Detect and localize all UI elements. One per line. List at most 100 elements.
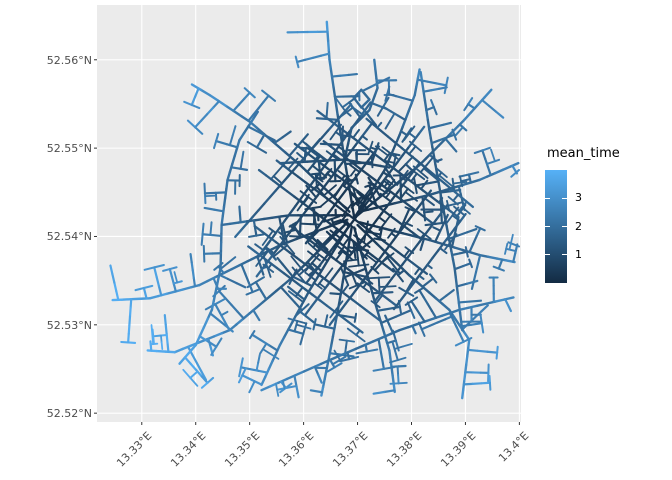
- street-segment: [267, 344, 279, 352]
- street-segment: [440, 171, 448, 178]
- street-segment: [165, 290, 176, 296]
- street-segment: [388, 349, 392, 360]
- street-segment: [381, 294, 391, 302]
- street-segment: [261, 237, 269, 246]
- street-segment: [377, 338, 382, 351]
- street-segment: [348, 218, 356, 228]
- street-segment: [199, 88, 211, 97]
- street-segment: [200, 113, 209, 122]
- street-segment: [462, 382, 474, 386]
- street-segment: [369, 219, 378, 230]
- street-segment: [494, 298, 506, 303]
- y-tick-label: 52.56°N: [46, 53, 92, 67]
- street-segment: [328, 58, 333, 71]
- street-segment: [303, 235, 313, 243]
- street-segment: [385, 184, 392, 192]
- street-segment: [302, 196, 310, 205]
- street-segment: [428, 291, 438, 300]
- street-segment: [275, 164, 285, 175]
- street-segment: [433, 158, 443, 164]
- street-segment: [419, 237, 426, 251]
- street-segment: [436, 176, 446, 185]
- street-segment: [358, 234, 367, 244]
- street-segment: [230, 263, 241, 271]
- street-segment: [349, 163, 361, 174]
- street-segment: [390, 245, 400, 254]
- street-segment: [374, 294, 384, 306]
- street-segment: [476, 302, 488, 307]
- street-segment: [342, 225, 351, 235]
- street-segment: [326, 122, 335, 132]
- street-segment: [230, 166, 241, 170]
- street-segment: [372, 367, 385, 372]
- street-segment: [324, 251, 335, 260]
- street-segment: [452, 193, 460, 202]
- street-segment: [297, 274, 307, 284]
- street-segment: [214, 191, 228, 194]
- street-segment: [394, 312, 405, 318]
- street-segment: [480, 322, 485, 334]
- street-segment: [459, 333, 465, 343]
- street-segment: [372, 145, 380, 156]
- street-segment: [441, 302, 451, 311]
- street-segment: [253, 224, 263, 233]
- street-segment: [385, 168, 394, 178]
- street-segment: [367, 276, 380, 280]
- street-segment: [510, 169, 521, 178]
- street-segment: [189, 362, 198, 372]
- street-segment: [206, 376, 215, 384]
- street-segment: [310, 227, 319, 237]
- street-segment: [407, 178, 418, 187]
- street-segment: [268, 289, 278, 298]
- street-segment: [224, 104, 235, 113]
- street-segment: [410, 195, 419, 202]
- legend-tick-label: 2: [575, 219, 582, 233]
- street-segment: [377, 276, 391, 279]
- street-segment: [451, 128, 458, 141]
- street-segment: [358, 203, 367, 214]
- street-segment: [351, 273, 358, 287]
- street-segment: [198, 335, 210, 343]
- street-segment: [402, 200, 413, 209]
- street-segment: [381, 291, 394, 294]
- street-segment: [316, 109, 326, 118]
- street-segment: [455, 282, 469, 288]
- street-segment: [414, 279, 424, 289]
- street-segment: [414, 145, 423, 152]
- street-segment: [344, 109, 352, 117]
- street-segment: [275, 284, 285, 293]
- street-segment: [367, 283, 377, 292]
- street-segment: [413, 85, 418, 97]
- street-segment: [321, 260, 329, 270]
- street-segment: [321, 255, 329, 262]
- street-segment: [248, 330, 256, 340]
- street-segment: [331, 270, 340, 280]
- street-segment: [365, 253, 378, 264]
- street-segment: [463, 111, 473, 122]
- street-segment: [316, 276, 325, 287]
- street-segment: [467, 304, 479, 309]
- street-segment: [215, 139, 228, 146]
- street-segment: [370, 81, 382, 88]
- street-segment: [422, 167, 433, 176]
- street-segment: [497, 258, 504, 270]
- street-segment: [394, 349, 399, 362]
- street-segment: [367, 206, 379, 211]
- street-segment: [501, 165, 512, 172]
- street-segment: [302, 325, 312, 330]
- street-segment: [294, 309, 303, 318]
- street-segment: [200, 233, 204, 246]
- street-segment: [508, 241, 513, 251]
- street-segment: [279, 184, 289, 193]
- street-segment: [278, 231, 287, 239]
- street-segment: [150, 324, 154, 336]
- street-segment: [480, 381, 492, 385]
- street-segment: [365, 111, 373, 121]
- street-segment: [411, 324, 417, 335]
- street-segment: [262, 216, 274, 221]
- street-segment: [160, 334, 163, 344]
- street-segment: [379, 347, 384, 361]
- street-segment: [403, 132, 411, 141]
- street-segment: [337, 151, 347, 159]
